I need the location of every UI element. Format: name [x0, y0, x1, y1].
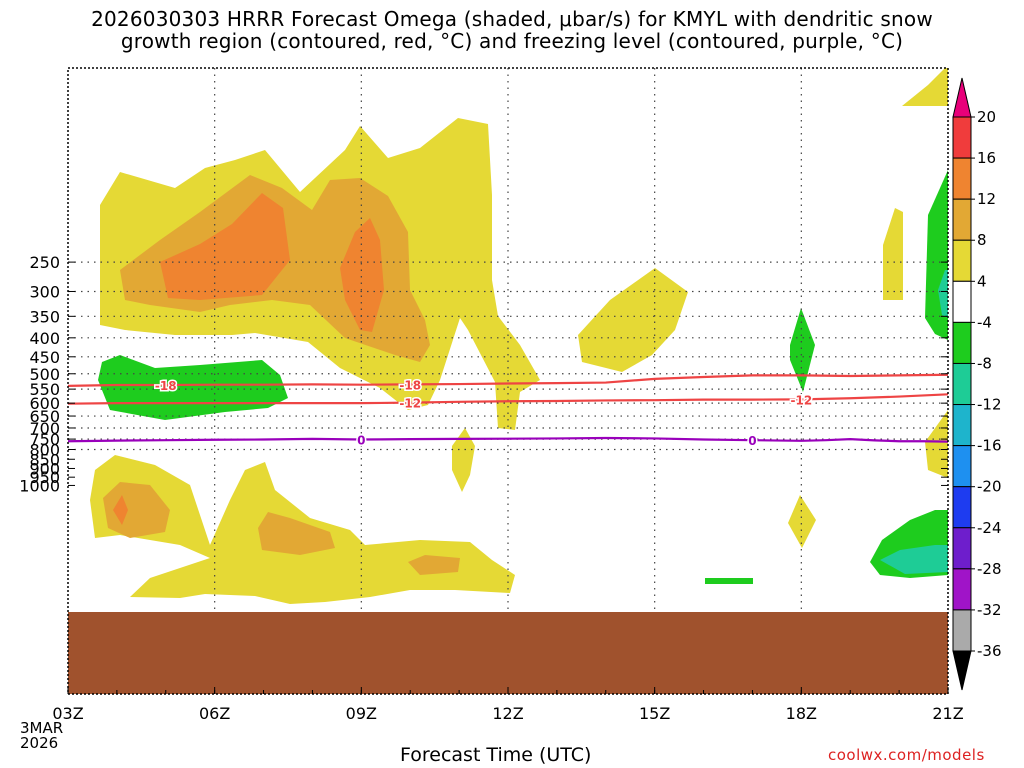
colorbar-box — [952, 568, 972, 611]
colorbar-bottom-triangle — [952, 650, 972, 691]
colorbar-tick-label: 4 — [977, 272, 987, 290]
y-tick-label: 800 — [29, 440, 60, 459]
colorbar-tick-label: -32 — [977, 601, 1002, 619]
contour-label: -12 — [399, 397, 421, 411]
plot-frame — [67, 67, 949, 695]
colorbar-box — [952, 198, 972, 241]
contour-line — [67, 393, 949, 405]
below-ground-fill — [68, 612, 948, 694]
colorbar-tick-label: 12 — [977, 190, 996, 208]
colorbar-box — [952, 527, 972, 570]
y-tick-label: 550 — [29, 380, 60, 399]
x-tick-label: 18Z — [786, 704, 817, 723]
colorbar-box — [952, 445, 972, 488]
axes: 250 300 350 4004505005506006507007508008509… — [19, 67, 964, 723]
colorbar-tick-label: -4 — [977, 313, 992, 331]
colorbar-tick-label: -20 — [977, 478, 1002, 496]
credit-text: coolwx.com/models — [828, 746, 985, 764]
colorbar-box — [952, 239, 972, 282]
date-label-day: 3MAR — [20, 719, 64, 737]
colorbar-tick-label: -8 — [977, 354, 992, 372]
colorbar-box — [952, 404, 972, 447]
colorbar-tick-label: -12 — [977, 396, 1002, 414]
y-tick-label: 900 — [29, 459, 60, 478]
contour-label: -12 — [790, 393, 812, 407]
omega-region-4-to-8 — [452, 428, 475, 492]
colorbar-tick-label: -16 — [977, 437, 1002, 455]
omega-region-4-to-8 — [578, 268, 688, 372]
omega-region-12-to-16 — [160, 193, 290, 300]
x-axis-label: Forecast Time (UTC) — [400, 744, 592, 766]
x-tick-label: 06Z — [199, 704, 230, 723]
x-tick-label: 21Z — [932, 704, 963, 723]
omega-region-12-to-16 — [340, 218, 384, 332]
chart-title-line-1: 2026030303 HRRR Forecast Omega (shaded, … — [91, 7, 933, 31]
omega-region-neg8-to-neg12 — [938, 270, 948, 318]
colorbar-tick-label: -28 — [977, 560, 1002, 578]
y-tick-label: 350 — [29, 307, 60, 326]
contour-line — [67, 436, 949, 443]
contour-label: -18 — [155, 379, 177, 393]
colorbar-tick-label: 16 — [977, 149, 996, 167]
y-tick-label: 750 — [29, 430, 60, 449]
omega-region-4-to-8 — [883, 208, 903, 300]
omega-shading — [90, 68, 948, 604]
omega-region-8-to-12 — [408, 555, 460, 575]
omega-region-4-to-8 — [925, 410, 948, 478]
chart-title-line-2: growth region (contoured, red, °C) and f… — [120, 29, 904, 53]
y-tick-label: 400 — [29, 329, 60, 348]
colorbar-tick-label: -36 — [977, 642, 1002, 660]
y-tick-label: 300 — [29, 282, 60, 301]
x-tick-label: 03Z — [52, 704, 83, 723]
colorbar-top-triangle — [952, 77, 972, 118]
colorbar-box — [952, 116, 972, 159]
x-tick-label: 12Z — [492, 704, 523, 723]
contour-label: 0 — [748, 434, 756, 448]
colorbar-tick-label: 8 — [977, 231, 987, 249]
omega-region-neg4-to-neg8 — [98, 355, 288, 420]
colorbar-box — [952, 157, 972, 200]
omega-region-neg8-to-neg12 — [880, 545, 948, 574]
colorbar-box — [952, 609, 972, 652]
omega-region-12-to-16 — [113, 495, 128, 525]
colorbar: 20 16 12 8 4 -4 -8 -12 -16 -20 -24 -28 -32 -36 — [952, 77, 1002, 691]
x-tick-label: 15Z — [639, 704, 670, 723]
contour-line — [67, 373, 949, 387]
y-tick-label: 700 — [29, 419, 60, 438]
omega-region-neg4-to-neg8 — [705, 578, 753, 584]
y-tick-label: 950 — [29, 468, 60, 487]
contour-label: -18 — [399, 378, 421, 392]
contour-label: 0 — [357, 434, 365, 448]
omega-region-8-to-12 — [258, 512, 335, 555]
y-tick-label: 1000 — [19, 476, 60, 495]
colorbar-box — [952, 321, 972, 364]
y-tick-label: 850 — [29, 450, 60, 469]
x-tick-label: 09Z — [346, 704, 377, 723]
omega-region-8-to-12 — [103, 482, 170, 538]
colorbar-tick-label: -24 — [977, 519, 1002, 537]
y-tick-label: 600 — [29, 394, 60, 413]
isotherm-lines: -18 -18 -12 -12 0 0 — [67, 373, 949, 450]
omega-region-4-to-8 — [902, 68, 948, 106]
colorbar-box — [952, 280, 972, 323]
y-tick-label: 450 — [29, 348, 60, 367]
omega-region-4-to-8 — [788, 495, 816, 548]
omega-region-neg4-to-neg8 — [790, 308, 815, 392]
colorbar-box — [952, 486, 972, 529]
chart-title: 2026030303 HRRR Forecast Omega (shaded, … — [0, 8, 1024, 52]
colorbar-box — [952, 362, 972, 406]
y-tick-label: 250 — [29, 253, 60, 272]
y-tick-label: 500 — [29, 365, 60, 384]
date-label-year: 2026 — [20, 734, 59, 752]
colorbar-tick-label: 20 — [977, 108, 996, 126]
y-tick-label: 650 — [29, 407, 60, 426]
